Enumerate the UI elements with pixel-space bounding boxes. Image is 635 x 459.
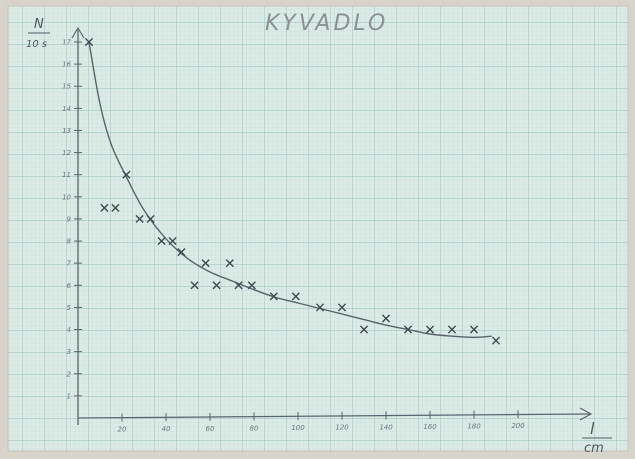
y-tick-label: 16 xyxy=(62,61,71,69)
data-point-x-marker xyxy=(359,325,369,334)
x-ticks: 20 40 60 80 100 120 140 160 180 200 xyxy=(118,410,525,434)
data-point-x-marker xyxy=(168,236,177,246)
y-tick-label: 5 xyxy=(67,304,72,312)
y-tick-label: 2 xyxy=(67,370,72,378)
y-axis-label-numerator: N xyxy=(34,17,44,32)
x-tick-label: 20 xyxy=(118,426,127,434)
y-tick-label: 14 xyxy=(62,105,71,113)
x-tick-label: 40 xyxy=(162,425,171,433)
x-axis-arrow xyxy=(579,407,593,421)
data-point-x-marker xyxy=(122,170,131,179)
x-tick-label: 160 xyxy=(423,423,437,431)
data-point-x-marker xyxy=(291,292,300,301)
data-point-x-marker xyxy=(225,259,234,268)
x-tick-label: 180 xyxy=(467,423,481,431)
data-point-x-marker xyxy=(247,281,256,290)
data-point-x-marker xyxy=(469,325,479,334)
data-point-x-marker xyxy=(135,214,144,224)
fit-curve xyxy=(88,41,492,339)
data-point-x-marker xyxy=(212,281,221,290)
x-tick-label: 100 xyxy=(291,424,305,432)
y-tick-label: 7 xyxy=(67,260,72,268)
data-point-x-marker xyxy=(100,203,109,212)
paper-grid xyxy=(8,6,628,451)
x-tick-label: 60 xyxy=(206,425,215,433)
data-point-x-marker xyxy=(381,314,391,323)
data-point-x-marker xyxy=(337,303,347,312)
x-axis-label-numerator: l xyxy=(590,419,595,438)
data-point-x-marker xyxy=(157,236,166,246)
y-axis-label-denominator: 10 s xyxy=(26,39,47,50)
y-tick-label: 8 xyxy=(67,238,72,246)
y-tick-label: 6 xyxy=(67,282,72,290)
data-point-x-marker xyxy=(269,292,278,301)
data-point-x-marker xyxy=(111,203,120,212)
y-tick-label: 4 xyxy=(67,326,71,334)
data-point-x-marker xyxy=(201,259,210,268)
data-point-x-marker xyxy=(447,325,457,334)
data-point-x-marker xyxy=(234,281,243,290)
y-axis-arrow xyxy=(71,26,85,39)
x-tick-label: 80 xyxy=(250,424,259,432)
paper-edge xyxy=(7,5,629,452)
x-axis-line xyxy=(77,413,591,419)
data-point-x-marker xyxy=(403,325,413,334)
data-point-x-marker xyxy=(146,214,155,224)
y-tick-label: 9 xyxy=(67,215,72,223)
x-tick-label: 120 xyxy=(335,424,349,432)
x-tick-label: 200 xyxy=(511,422,525,430)
fit-curve-layer xyxy=(88,41,492,339)
data-point-x-marker xyxy=(84,37,94,47)
data-point-x-marker xyxy=(425,325,435,334)
x-axis-label-denominator: cm xyxy=(584,441,604,456)
x-tick-label: 140 xyxy=(379,423,393,431)
y-tick-label: 1 xyxy=(67,392,71,400)
data-point-x-marker xyxy=(491,336,501,345)
data-points xyxy=(84,37,501,345)
y-tick-label: 10 xyxy=(62,193,71,201)
y-tick-label: 12 xyxy=(62,149,71,157)
y-tick-label: 15 xyxy=(62,83,71,91)
y-tick-label: 3 xyxy=(67,348,71,356)
data-point-x-marker xyxy=(177,248,186,257)
chart-title: KYVADLO xyxy=(265,11,388,36)
data-point-x-marker xyxy=(315,303,325,312)
y-tick-label: 11 xyxy=(62,171,71,179)
y-tick-label: 13 xyxy=(62,127,71,135)
y-tick-label: 17 xyxy=(62,39,71,47)
data-point-x-marker xyxy=(190,281,199,290)
